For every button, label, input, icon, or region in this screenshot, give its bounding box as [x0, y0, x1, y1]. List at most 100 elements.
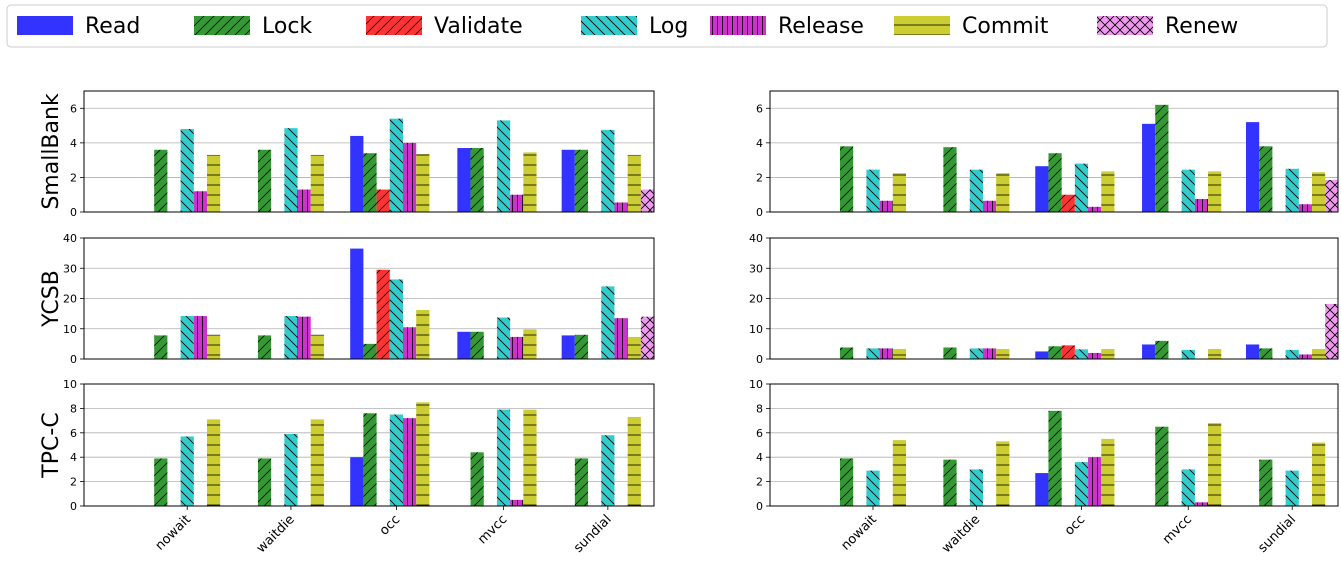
legend-label-read: Read — [85, 14, 140, 39]
bar-release-mvcc — [510, 336, 524, 359]
bar-log-waitdie — [969, 469, 983, 506]
bar-commit-sundial — [1311, 442, 1326, 506]
bar-lock-occ — [363, 343, 377, 359]
bar-lock-sundial — [1259, 459, 1273, 506]
legend-entry-validate: Validate — [366, 14, 523, 39]
legend-swatch-validate — [366, 16, 422, 35]
y-tick-label: 8 — [70, 402, 77, 415]
y-tick-label: 40 — [63, 232, 77, 245]
x-tick-label-nowait: nowait — [838, 512, 879, 553]
x-tick-label-occ: occ — [1062, 512, 1088, 538]
bar-validate-occ — [1061, 194, 1075, 212]
bar-release-sundial — [614, 318, 628, 359]
bar-release-occ — [1088, 352, 1102, 359]
bar-lock-occ — [1048, 346, 1062, 359]
legend-entry-renew: Renew — [1097, 14, 1238, 39]
y-tick-label: 10 — [63, 323, 77, 336]
y-tick-label: 8 — [756, 402, 763, 415]
bar-log-waitdie — [969, 348, 983, 359]
bar-commit-sundial — [627, 154, 641, 212]
bar-read-mvcc — [457, 148, 471, 212]
bar-commit-occ — [1101, 438, 1115, 506]
bar-read-occ — [1035, 166, 1049, 212]
legend-entry-lock: Lock — [194, 14, 312, 39]
bar-commit-occ — [416, 402, 430, 506]
bar-lock-waitdie — [943, 459, 957, 506]
bar-lock-waitdie — [943, 347, 957, 359]
bar-commit-nowait — [892, 440, 906, 506]
panel-ycsb-right: 0 10 20 30 40 — [749, 232, 1339, 366]
bar-commit-waitdie — [310, 419, 324, 506]
legend-entry-read: Read — [17, 14, 140, 39]
bar-release-occ — [1088, 206, 1102, 212]
y-tick-label: 2 — [756, 476, 763, 489]
bar-commit-sundial — [627, 416, 641, 506]
bar-read-occ — [1035, 351, 1049, 359]
bar-commit-nowait — [207, 419, 221, 506]
legend-swatch-read — [17, 16, 73, 35]
panel-ycsb-left: 0 10 20 30 40 YCSB — [39, 232, 655, 366]
bar-log-nowait — [180, 436, 194, 506]
axes-frame — [83, 90, 655, 213]
legend-entry-release: Release — [710, 14, 864, 39]
y-tick-label: 0 — [756, 353, 763, 366]
axes-frame — [769, 383, 1339, 507]
y-tick-label: 0 — [70, 353, 77, 366]
bar-log-nowait — [180, 316, 194, 359]
chart-grid: 0246SmallBank0246010203040YCSB0102030400… — [39, 90, 1339, 556]
bar-commit-occ — [416, 154, 430, 212]
bar-log-occ — [1074, 349, 1089, 359]
bar-commit-mvcc — [1208, 349, 1222, 359]
x-tick-label-sundial: sundial — [1255, 512, 1299, 556]
legend-label-release: Release — [778, 14, 864, 39]
bar-release-nowait — [879, 348, 893, 359]
x-tick-label-waitdie: waitdie — [254, 512, 298, 556]
bar-read-occ — [350, 457, 364, 506]
bar-log-mvcc — [1181, 349, 1195, 359]
bar-log-nowait — [180, 129, 194, 212]
bar-renew-sundial — [640, 189, 655, 212]
bar-log-occ — [389, 279, 403, 359]
bar-commit-mvcc — [1208, 171, 1222, 212]
bar-log-sundial — [601, 435, 615, 506]
bar-release-nowait — [879, 200, 893, 212]
bar-release-sundial — [1298, 354, 1312, 359]
bar-lock-waitdie — [257, 458, 272, 506]
bar-lock-nowait — [840, 458, 854, 506]
y-tick-label: 6 — [70, 102, 77, 115]
bar-validate-occ — [1061, 345, 1075, 359]
bar-log-sundial — [1285, 470, 1299, 506]
bar-lock-waitdie — [943, 147, 957, 212]
bar-lock-waitdie — [257, 335, 272, 359]
bar-commit-mvcc — [523, 409, 537, 506]
x-tick-label-occ: occ — [377, 512, 403, 538]
y-tick-label: 10 — [749, 378, 763, 391]
bar-log-waitdie — [969, 169, 983, 212]
y-axis-label-tpc-c: TPC-C — [39, 412, 64, 478]
x-tick-label-mvcc: mvcc — [475, 512, 510, 547]
bar-release-waitdie — [982, 348, 997, 359]
y-tick-label: 10 — [63, 378, 77, 391]
bar-log-mvcc — [1181, 469, 1195, 506]
y-tick-label: 2 — [70, 476, 77, 489]
panel-tpc-c-left: 0 2 4 6 8 10 TPC-C nowait waitdie occ mvcc sundial — [39, 378, 655, 556]
y-tick-label: 10 — [749, 323, 763, 336]
bar-commit-mvcc — [1208, 423, 1222, 506]
legend-swatch-log — [581, 16, 637, 35]
bar-read-occ — [1035, 473, 1049, 506]
bar-commit-nowait — [207, 154, 221, 212]
bar-release-occ — [402, 418, 417, 506]
bar-lock-sundial — [1259, 146, 1273, 212]
y-tick-label: 0 — [756, 500, 763, 513]
y-tick-label: 30 — [63, 262, 77, 275]
bar-validate-occ — [376, 189, 390, 212]
bar-lock-nowait — [154, 458, 168, 506]
bar-lock-occ — [1048, 153, 1062, 212]
axes-frame — [769, 237, 1339, 360]
y-tick-label: 4 — [70, 137, 77, 150]
bar-commit-sundial — [627, 336, 641, 359]
bar-release-mvcc — [510, 499, 524, 506]
bar-commit-occ — [1101, 349, 1115, 359]
bar-commit-waitdie — [996, 441, 1010, 506]
bar-release-waitdie — [982, 200, 997, 212]
